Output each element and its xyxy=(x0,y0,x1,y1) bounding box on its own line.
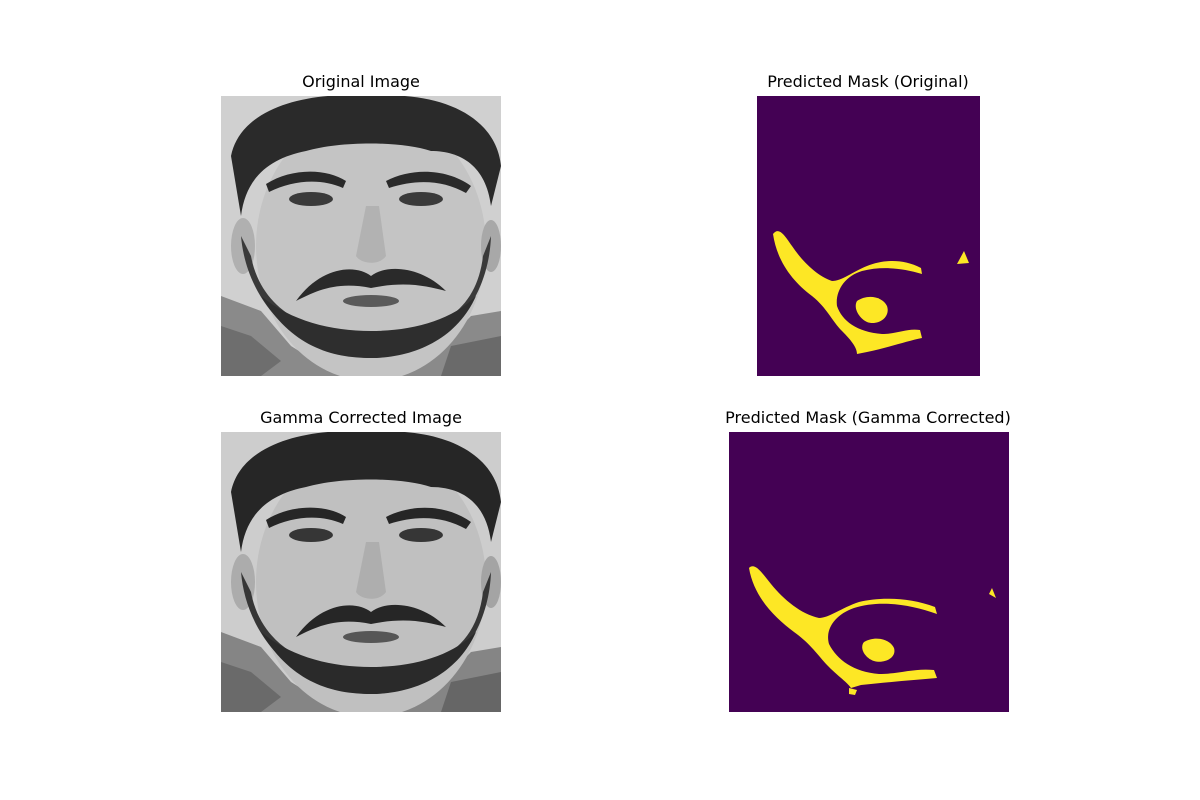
predicted-mask-original xyxy=(757,96,980,376)
panel-title-predicted-mask-gamma-corrected: Predicted Mask (Gamma Corrected) xyxy=(725,408,1011,427)
panel-title-predicted-mask-original: Predicted Mask (Original) xyxy=(767,72,969,91)
original-image xyxy=(221,96,501,376)
predicted-mask-gamma-corrected xyxy=(729,432,1009,712)
panel-title-original-image: Original Image xyxy=(302,72,420,91)
gamma-corrected-image xyxy=(221,432,501,712)
panel-title-gamma-corrected-image: Gamma Corrected Image xyxy=(260,408,462,427)
